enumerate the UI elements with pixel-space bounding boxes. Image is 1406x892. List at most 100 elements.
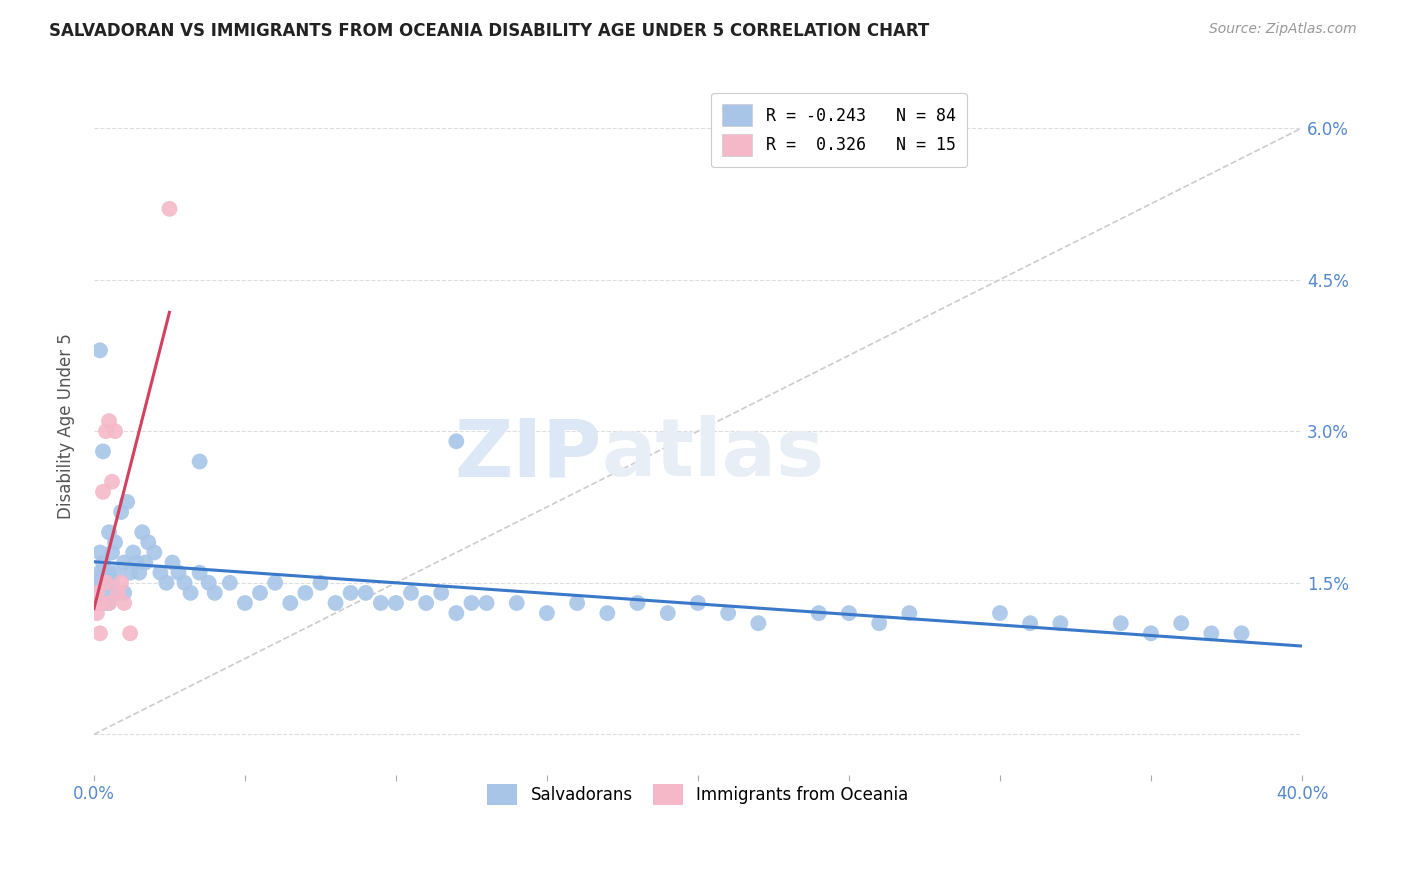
Point — [86, 586, 108, 600]
Point — [565, 596, 588, 610]
Point — [91, 586, 114, 600]
Point — [94, 424, 117, 438]
Point — [86, 586, 108, 600]
Point — [101, 575, 124, 590]
Point — [94, 575, 117, 590]
Point — [89, 575, 111, 590]
Point — [110, 575, 132, 590]
Point — [94, 596, 117, 610]
Point — [89, 596, 111, 610]
Point — [131, 525, 153, 540]
Point — [112, 596, 135, 610]
Point — [112, 556, 135, 570]
Point — [370, 596, 392, 610]
Point — [122, 545, 145, 559]
Point — [1049, 616, 1071, 631]
Point — [173, 575, 195, 590]
Point — [1201, 626, 1223, 640]
Point — [94, 575, 117, 590]
Point — [91, 444, 114, 458]
Point — [89, 566, 111, 580]
Point — [807, 606, 830, 620]
Point — [91, 484, 114, 499]
Point — [1140, 626, 1163, 640]
Point — [868, 616, 890, 631]
Point — [89, 545, 111, 559]
Point — [233, 596, 256, 610]
Point — [988, 606, 1011, 620]
Point — [98, 596, 121, 610]
Point — [125, 556, 148, 570]
Point — [197, 575, 219, 590]
Point — [415, 596, 437, 610]
Point — [91, 566, 114, 580]
Point — [86, 596, 108, 610]
Point — [686, 596, 709, 610]
Point — [446, 434, 468, 449]
Point — [264, 575, 287, 590]
Point — [536, 606, 558, 620]
Point — [98, 596, 121, 610]
Point — [596, 606, 619, 620]
Point — [120, 566, 142, 580]
Point — [204, 586, 226, 600]
Point — [167, 566, 190, 580]
Point — [98, 566, 121, 580]
Text: ZIP: ZIP — [454, 415, 602, 493]
Point — [188, 566, 211, 580]
Point — [747, 616, 769, 631]
Point — [101, 545, 124, 559]
Point — [309, 575, 332, 590]
Point — [188, 454, 211, 468]
Point — [149, 566, 172, 580]
Point — [104, 535, 127, 549]
Point — [89, 626, 111, 640]
Point — [278, 596, 301, 610]
Point — [354, 586, 377, 600]
Point — [155, 575, 177, 590]
Point — [626, 596, 648, 610]
Point — [1109, 616, 1132, 631]
Point — [430, 586, 453, 600]
Point — [1170, 616, 1192, 631]
Point — [115, 495, 138, 509]
Point — [717, 606, 740, 620]
Point — [339, 586, 361, 600]
Point — [399, 586, 422, 600]
Point — [128, 566, 150, 580]
Point — [107, 586, 129, 600]
Point — [104, 424, 127, 438]
Point — [294, 586, 316, 600]
Point — [385, 596, 408, 610]
Point — [110, 505, 132, 519]
Point — [325, 596, 347, 610]
Point — [91, 556, 114, 570]
Point — [218, 575, 240, 590]
Point — [898, 606, 921, 620]
Point — [460, 596, 482, 610]
Point — [159, 202, 181, 216]
Point — [120, 626, 142, 640]
Legend: Salvadorans, Immigrants from Oceania: Salvadorans, Immigrants from Oceania — [478, 774, 918, 815]
Point — [446, 606, 468, 620]
Point — [86, 606, 108, 620]
Point — [162, 556, 184, 570]
Point — [249, 586, 271, 600]
Point — [112, 586, 135, 600]
Text: atlas: atlas — [602, 415, 824, 493]
Point — [89, 343, 111, 358]
Point — [104, 566, 127, 580]
Point — [1019, 616, 1042, 631]
Point — [136, 535, 159, 549]
Point — [134, 556, 156, 570]
Y-axis label: Disability Age Under 5: Disability Age Under 5 — [58, 334, 75, 519]
Point — [107, 586, 129, 600]
Point — [506, 596, 529, 610]
Point — [89, 596, 111, 610]
Point — [475, 596, 498, 610]
Point — [98, 414, 121, 428]
Text: SALVADORAN VS IMMIGRANTS FROM OCEANIA DISABILITY AGE UNDER 5 CORRELATION CHART: SALVADORAN VS IMMIGRANTS FROM OCEANIA DI… — [49, 22, 929, 40]
Point — [180, 586, 202, 600]
Text: Source: ZipAtlas.com: Source: ZipAtlas.com — [1209, 22, 1357, 37]
Point — [98, 525, 121, 540]
